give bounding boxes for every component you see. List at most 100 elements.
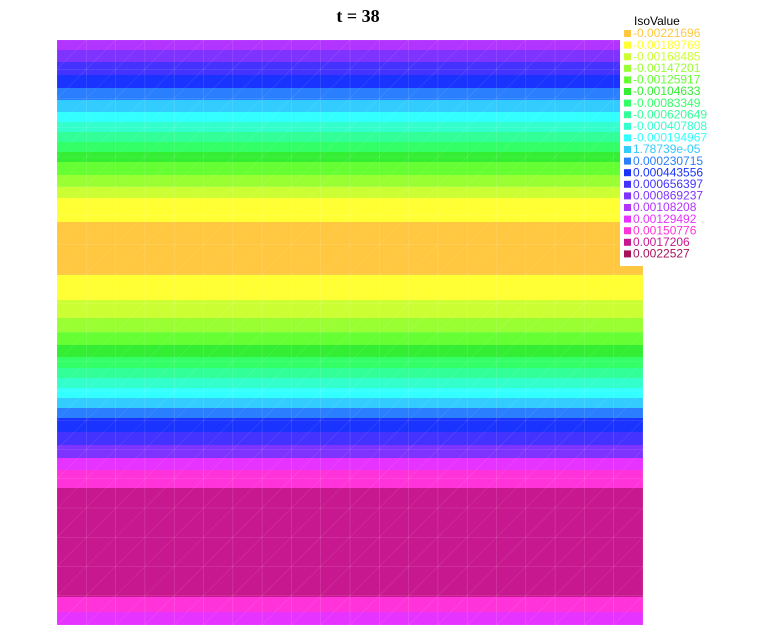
iso-band [57, 132, 643, 142]
mesh-line [291, 149, 767, 626]
iso-band [57, 75, 643, 88]
mesh-line [232, 91, 767, 626]
iso-band [57, 432, 643, 445]
legend-swatch [624, 76, 631, 84]
iso-band [57, 112, 643, 122]
mesh-line [0, 39, 292, 332]
legend-label: 0.0022527 [633, 247, 690, 261]
iso-band [57, 50, 643, 62]
iso-band [57, 388, 643, 398]
iso-band [57, 332, 643, 345]
mesh-line [86, 39, 673, 626]
iso-band [57, 418, 643, 432]
iso-band [57, 162, 643, 175]
mesh-line [613, 471, 767, 626]
mesh-line [0, 39, 409, 449]
legend-label: 0.00129492 [633, 212, 697, 226]
legend-title: IsoValue [634, 14, 680, 28]
legend-swatch [624, 238, 631, 246]
iso-band [57, 445, 643, 458]
legend-label: 0.000656397 [633, 177, 703, 191]
iso-band [57, 368, 643, 378]
iso-band [57, 198, 643, 222]
legend-swatch [624, 227, 631, 235]
iso-band [57, 40, 643, 50]
legend-label: -0.00168485 [633, 49, 701, 63]
legend-label: -0.00125917 [633, 73, 701, 87]
plot-title: t = 38 [336, 6, 379, 26]
legend-label: 0.00150776 [633, 223, 697, 237]
legend-label: -0.000407808 [633, 119, 707, 133]
iso-band [57, 122, 643, 132]
mesh-line [0, 39, 380, 420]
legend-swatch [624, 88, 631, 95]
legend-background [620, 14, 704, 266]
mesh-line [466, 325, 767, 626]
iso-band [57, 62, 643, 75]
mesh-line [349, 208, 767, 626]
legend-label: -0.000620649 [633, 107, 707, 121]
legend-label: 1.78739e-05 [633, 142, 701, 156]
legend-swatch [624, 192, 631, 200]
iso-band [57, 187, 643, 198]
mesh-line [496, 354, 767, 626]
legend-swatch [624, 30, 631, 37]
iso-band [57, 142, 643, 152]
mesh-line [0, 39, 58, 98]
iso-band [57, 408, 643, 418]
mesh-line [0, 39, 204, 244]
legend-label: 0.000443556 [633, 165, 703, 179]
legend-label: 0.0017206 [633, 235, 690, 249]
mesh-line [0, 39, 556, 595]
legend-swatch [624, 169, 631, 177]
iso-band [57, 300, 643, 318]
mesh-line [115, 39, 702, 626]
legend: IsoValue -0.00221696-0.00189769-0.001684… [620, 14, 707, 266]
mesh-line [642, 500, 767, 626]
mesh-line [0, 39, 351, 390]
mesh-line [408, 266, 767, 626]
plot-area [57, 40, 643, 625]
legend-label: 0.000869237 [633, 189, 703, 203]
iso-band [57, 470, 643, 488]
mesh-line [0, 39, 439, 478]
legend-swatch [624, 64, 631, 72]
legend-swatch [624, 157, 631, 165]
legend-swatch [624, 204, 631, 211]
iso-band [57, 458, 643, 470]
legend-swatch [624, 215, 631, 223]
mesh-line [584, 442, 767, 626]
iso-band [57, 488, 643, 597]
iso-band [57, 345, 643, 357]
iso-band [57, 318, 643, 332]
legend-label: -0.00221696 [633, 26, 701, 40]
legend-swatch [624, 122, 631, 130]
iso-band [57, 275, 643, 300]
iso-band [57, 175, 643, 187]
legend-swatch [624, 41, 631, 49]
legend-label: 0.000230715 [633, 154, 703, 168]
mesh-line [554, 413, 767, 626]
legend-swatch [624, 134, 631, 142]
mesh-line [0, 39, 146, 186]
mesh [0, 39, 767, 626]
mesh-line [437, 296, 767, 626]
mesh-line [0, 39, 175, 215]
mesh-line [525, 383, 767, 626]
mesh-line [0, 39, 497, 537]
legend-swatch [624, 99, 631, 107]
mesh-line [0, 39, 527, 566]
mesh-line [0, 39, 263, 303]
legend-label: -0.00083349 [633, 96, 701, 110]
iso-band [57, 357, 643, 368]
legend-swatch [624, 250, 631, 258]
mesh-line [56, 39, 644, 626]
mesh-line [0, 39, 321, 361]
mesh-line [0, 39, 585, 624]
mesh-line [0, 39, 468, 507]
iso-band [57, 100, 643, 112]
mesh-line [261, 120, 767, 626]
iso-band [57, 152, 643, 162]
legend-swatch [624, 180, 631, 188]
